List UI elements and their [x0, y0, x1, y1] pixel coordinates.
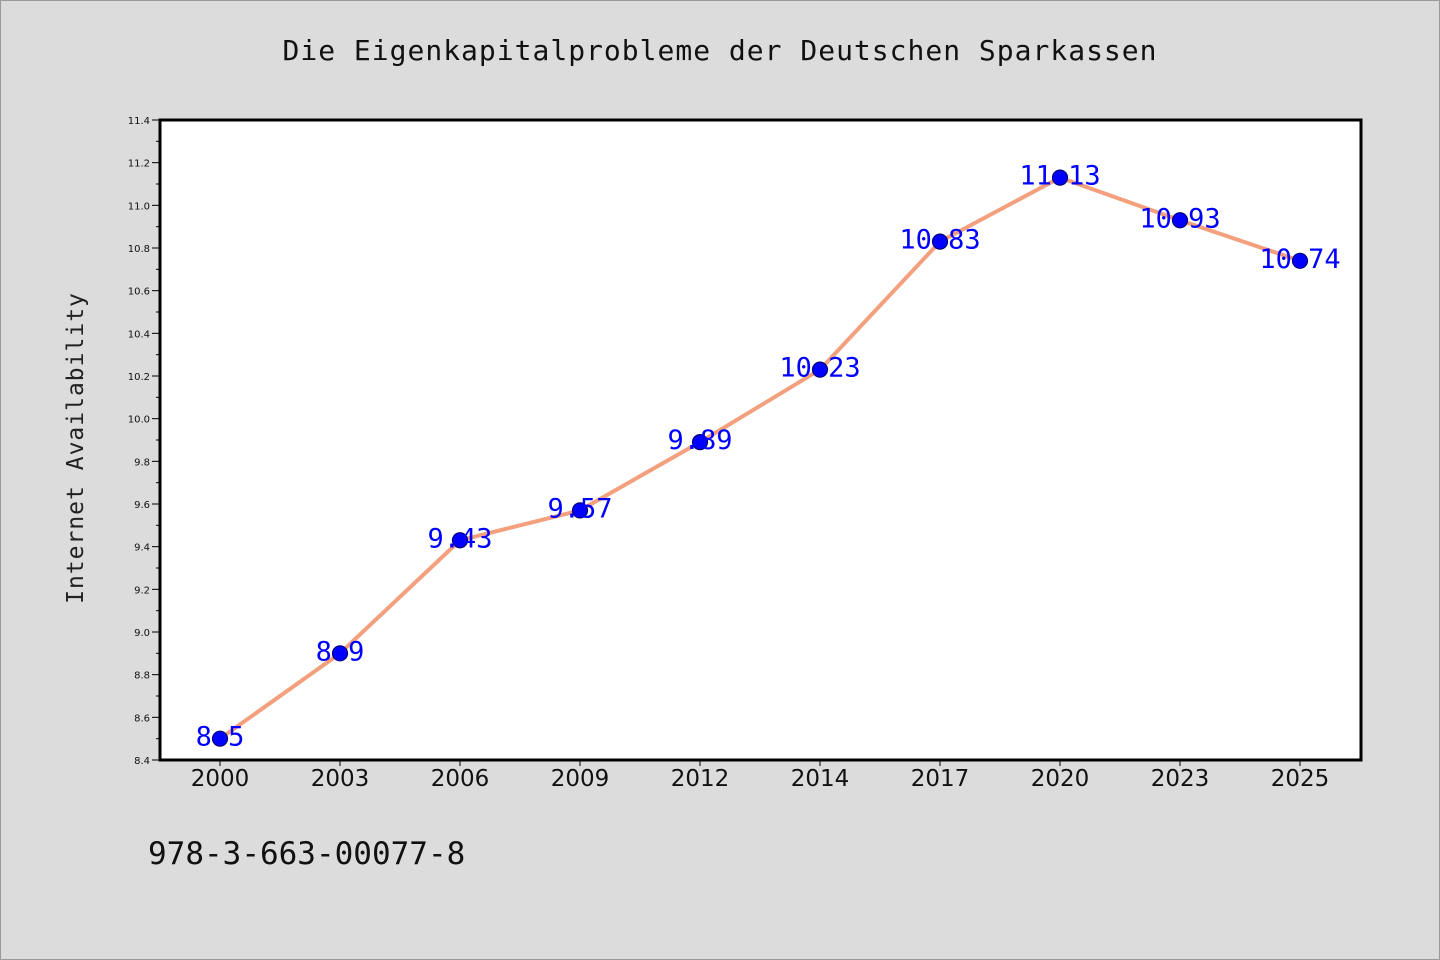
- x-tick-label: 2023: [1151, 766, 1210, 792]
- y-axis: 8.4 8.6 8.8 9.0 9.2 9.4 9.6 9.8 10.0 10.2 10.4 10.6…: [128, 116, 160, 767]
- data-label: 10.83: [899, 225, 980, 256]
- plot-area: [160, 120, 1361, 760]
- y-tick-label: 9.0: [134, 628, 150, 639]
- y-tick-label: 11.4: [128, 116, 150, 127]
- data-point: [211, 730, 229, 747]
- y-tick-label: 9.2: [134, 585, 150, 596]
- data-label: 8.5: [196, 722, 245, 753]
- series-line: [218, 175, 1302, 741]
- data-point: [931, 233, 949, 250]
- y-tick-label: 8.6: [134, 713, 150, 724]
- data-point: [1171, 212, 1189, 229]
- data-label: 9.43: [427, 523, 492, 554]
- data-labels: 8.5 8.9 9.43 9.57 9.89 10.23 10.83 11.13 10.93 10…: [196, 161, 1341, 753]
- y-tick-label: 10.2: [128, 372, 150, 383]
- data-point: [331, 645, 349, 662]
- x-tick-label: 2012: [671, 766, 730, 792]
- y-tick-label: 9.4: [134, 543, 150, 554]
- x-tick-label: 2017: [911, 766, 970, 792]
- data-point: [571, 502, 589, 519]
- y-tick-label: 10.0: [128, 415, 150, 426]
- x-tick-label: 2020: [1031, 766, 1090, 792]
- data-point: [1291, 252, 1309, 269]
- x-axis: 2000 2003 2006 2009 2012 2014 2017 2020 2023 2025: [191, 760, 1330, 792]
- y-tick-label: 9.8: [134, 457, 150, 468]
- data-label: 10.93: [1139, 203, 1220, 234]
- data-label: 8.9: [316, 636, 365, 667]
- x-tick-label: 2000: [191, 766, 250, 792]
- x-tick-label: 2006: [431, 766, 490, 792]
- plot-border: [158, 118, 1363, 762]
- y-tick-label: 10.8: [128, 244, 150, 255]
- x-tick-label: 2025: [1271, 766, 1330, 792]
- data-point: [811, 361, 829, 378]
- data-label: 11.13: [1019, 161, 1100, 192]
- x-tick-label: 2014: [791, 766, 850, 792]
- data-label: 9.89: [667, 425, 732, 456]
- y-tick-label: 8.4: [134, 756, 150, 767]
- y-tick-label: 9.6: [134, 500, 150, 511]
- series-markers: [211, 169, 1309, 747]
- y-tick-label: 10.4: [128, 329, 150, 340]
- data-label: 10.23: [779, 353, 860, 384]
- y-tick-label: 11.2: [128, 159, 150, 170]
- chart-title: Die Eigenkapitalprobleme der Deutschen S…: [282, 34, 1158, 67]
- data-point: [691, 434, 709, 451]
- data-label: 10.74: [1259, 244, 1340, 275]
- y-tick-label: 8.8: [134, 671, 150, 682]
- y-tick-label: 10.6: [128, 287, 150, 298]
- data-label: 9.57: [547, 493, 612, 524]
- data-point: [451, 532, 469, 549]
- x-tick-label: 2009: [551, 766, 610, 792]
- footer-isbn: 978-3-663-00077-8: [148, 836, 466, 872]
- y-tick-label: 11.0: [128, 201, 150, 212]
- data-point: [1051, 169, 1069, 186]
- x-tick-label: 2003: [311, 766, 370, 792]
- series-lines: [218, 175, 1302, 741]
